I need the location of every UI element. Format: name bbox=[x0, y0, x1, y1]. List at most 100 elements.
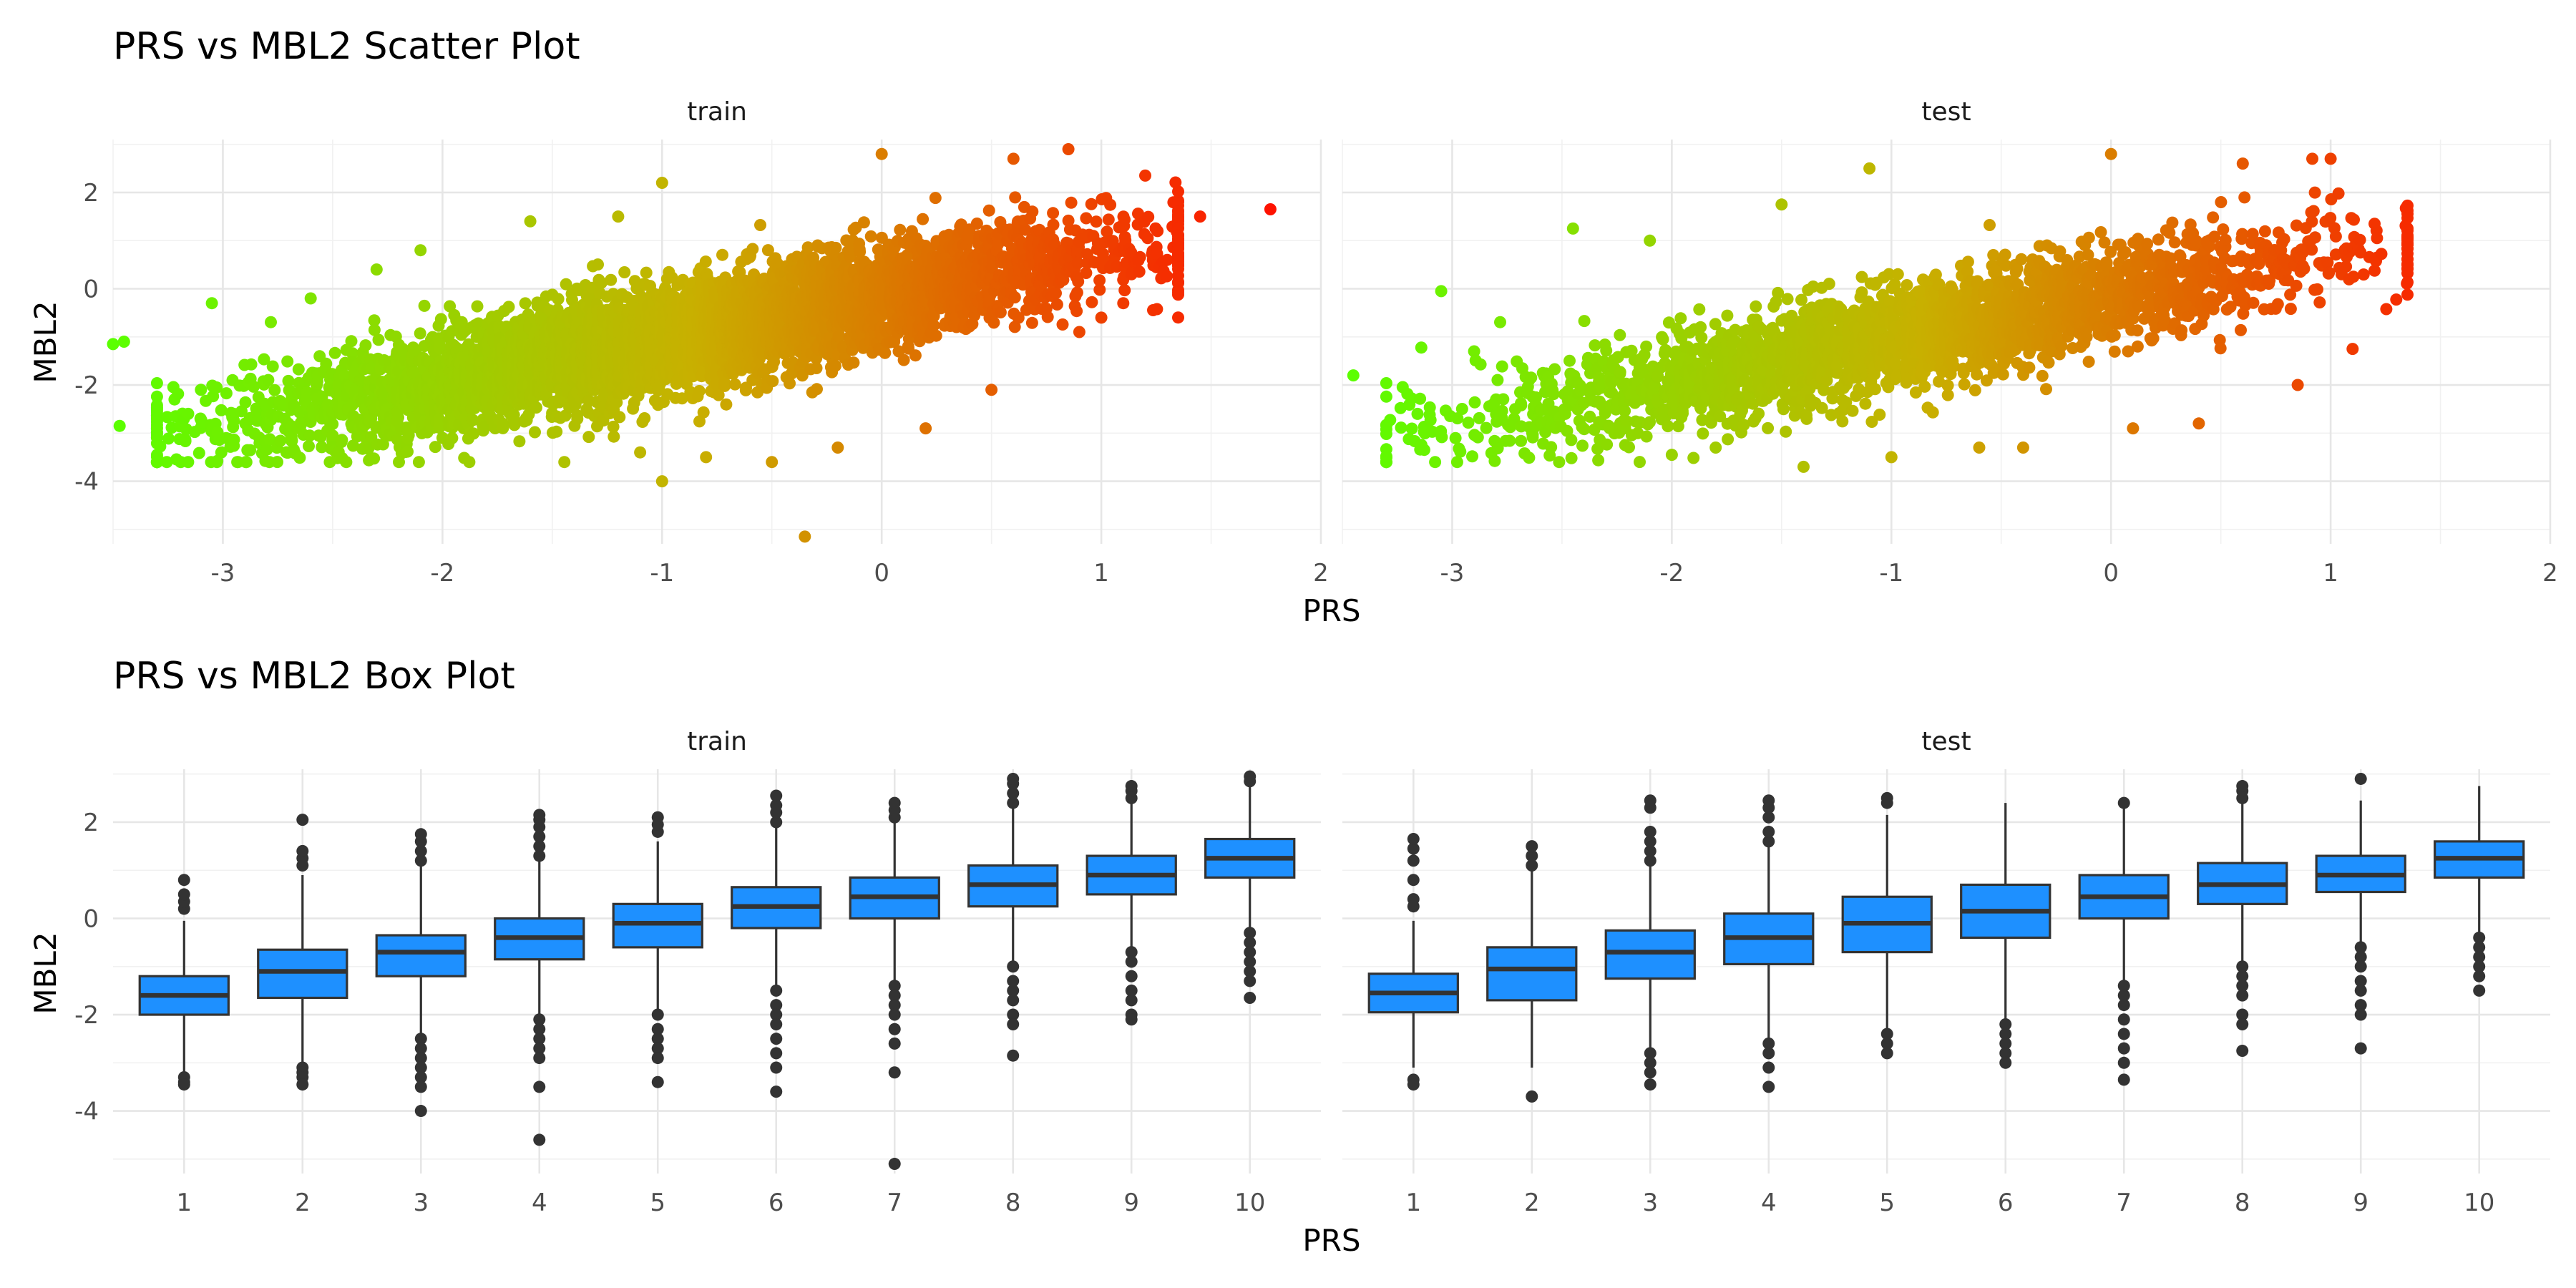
scatter-point bbox=[247, 380, 260, 393]
scatter-point bbox=[262, 374, 275, 386]
scatter-point bbox=[987, 316, 1000, 329]
scatter-point bbox=[250, 405, 263, 418]
scatter-point bbox=[571, 412, 584, 425]
scatter-point bbox=[592, 258, 604, 271]
scatter-point bbox=[608, 430, 620, 443]
scatter-point bbox=[618, 266, 631, 278]
x-tick-label: 0 bbox=[874, 559, 889, 587]
scatter-point bbox=[228, 434, 240, 446]
y-tick-label: -4 bbox=[74, 468, 99, 497]
scatter-point bbox=[266, 360, 279, 373]
scatter-point bbox=[150, 412, 163, 425]
scatter-point bbox=[810, 362, 823, 374]
scatter-point bbox=[328, 346, 341, 359]
scatter-point bbox=[402, 429, 415, 441]
scatter-point bbox=[245, 358, 258, 371]
scatter-point bbox=[150, 456, 163, 469]
scatter-point bbox=[282, 374, 295, 387]
scatter-point bbox=[258, 353, 270, 366]
scatter-point bbox=[260, 443, 273, 456]
scatter-point bbox=[429, 441, 441, 454]
scatter-point bbox=[160, 456, 173, 469]
scatter-point bbox=[930, 329, 942, 342]
scatter-point bbox=[700, 451, 713, 464]
scatter-point bbox=[552, 293, 565, 306]
scatter-point bbox=[205, 297, 218, 310]
scatter-point bbox=[655, 177, 668, 189]
scatter-title: PRS vs MBL2 Scatter Plot bbox=[113, 25, 580, 68]
scatter-point bbox=[368, 452, 381, 465]
scatter-point bbox=[372, 333, 385, 346]
y-tick-label: 0 bbox=[83, 275, 99, 304]
scatter-point bbox=[718, 379, 731, 392]
scatter-point bbox=[271, 456, 283, 469]
scatter-point bbox=[274, 434, 287, 447]
scatter-point bbox=[857, 216, 870, 229]
scatter-point bbox=[433, 413, 446, 426]
scatter-point bbox=[347, 439, 359, 452]
scatter-point bbox=[293, 452, 306, 464]
scatter-point bbox=[418, 299, 431, 312]
scatter-point bbox=[864, 230, 877, 243]
scatter-point bbox=[897, 353, 910, 366]
scatter-point bbox=[513, 435, 526, 448]
scatter-point bbox=[345, 335, 358, 348]
scatter-point bbox=[467, 427, 480, 440]
scatter-point bbox=[113, 419, 126, 432]
scatter-point bbox=[215, 404, 228, 416]
scatter-point bbox=[368, 314, 381, 327]
scatter-point bbox=[746, 243, 759, 255]
scatter-point bbox=[558, 456, 571, 469]
scatter-point bbox=[847, 356, 860, 369]
scatter-point bbox=[519, 297, 532, 310]
scatter-point bbox=[502, 301, 515, 313]
scatter-point bbox=[894, 223, 907, 236]
scatter-point bbox=[326, 418, 339, 431]
scatter-point bbox=[766, 456, 779, 469]
scatter-point bbox=[320, 357, 333, 370]
scatter-point bbox=[434, 339, 447, 352]
scatter-point bbox=[401, 445, 414, 458]
scatter-point bbox=[239, 396, 252, 409]
scatter-point bbox=[263, 433, 276, 446]
scatter-point bbox=[162, 432, 175, 445]
scatter-point bbox=[985, 384, 998, 396]
scatter-point bbox=[693, 385, 706, 397]
scatter-point bbox=[799, 530, 811, 543]
scatter-point bbox=[699, 255, 712, 268]
scatter-point bbox=[716, 248, 728, 261]
scatter-point bbox=[179, 435, 192, 447]
scatter-point bbox=[340, 456, 353, 469]
scatter-point bbox=[994, 306, 1007, 318]
scatter-point bbox=[919, 422, 932, 435]
scatter-point bbox=[929, 192, 942, 205]
scatter-point bbox=[530, 401, 542, 414]
scatter-point bbox=[150, 401, 163, 414]
scatter-point bbox=[529, 426, 541, 439]
x-tick-label: -3 bbox=[211, 559, 235, 587]
x-tick-label: 2 bbox=[1313, 559, 1329, 587]
scatter-point bbox=[117, 336, 130, 348]
scatter-point bbox=[376, 438, 389, 451]
scatter-point bbox=[286, 434, 298, 447]
scatter-point bbox=[182, 456, 195, 469]
scatter-point bbox=[754, 219, 766, 231]
scatter-point bbox=[560, 278, 572, 291]
x-tick-label: -1 bbox=[650, 559, 674, 587]
scatter-point bbox=[982, 204, 995, 217]
scatter-point bbox=[655, 475, 668, 488]
scatter-point bbox=[240, 456, 253, 469]
scatter-point bbox=[829, 359, 841, 372]
scatter-point bbox=[195, 384, 208, 396]
scatter-point bbox=[634, 446, 647, 459]
scatter-point bbox=[612, 210, 625, 223]
scatter-point bbox=[605, 273, 618, 286]
scatter-point bbox=[1009, 191, 1022, 204]
scatter-point bbox=[414, 327, 426, 340]
scatter-point bbox=[265, 316, 277, 328]
scatter-point bbox=[316, 441, 328, 454]
